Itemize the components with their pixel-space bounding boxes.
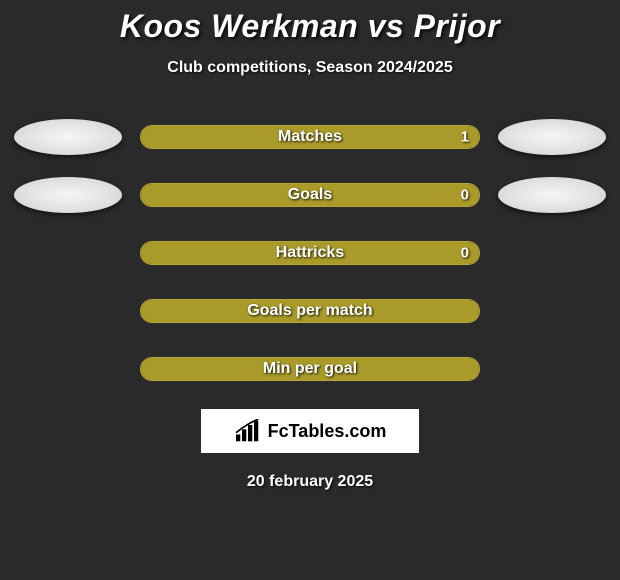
stat-bar-fill bbox=[141, 184, 479, 206]
subtitle: Club competitions, Season 2024/2025 bbox=[0, 59, 620, 77]
avatar-spacer bbox=[498, 293, 606, 329]
brand-logo: FcTables.com bbox=[201, 409, 419, 453]
stat-row: Matches1 bbox=[0, 119, 620, 155]
stat-row: Goals0 bbox=[0, 177, 620, 213]
stat-row: Goals per match bbox=[0, 293, 620, 329]
stats-section: Matches1 Goals0 Hattricks0 Goals per match M… bbox=[0, 119, 620, 387]
stat-bar: Goals per match bbox=[140, 299, 480, 323]
stat-bar: Goals0 bbox=[140, 183, 480, 207]
player-avatar-right bbox=[498, 119, 606, 155]
comparison-infographic: Koos Werkman vs Prijor Club competitions… bbox=[0, 0, 620, 491]
player-avatar-left bbox=[14, 177, 122, 213]
stat-row: Hattricks0 bbox=[0, 235, 620, 271]
avatar-spacer bbox=[498, 351, 606, 387]
stat-bar-fill bbox=[141, 242, 479, 264]
avatar-spacer bbox=[14, 235, 122, 271]
chart-icon bbox=[234, 419, 262, 443]
page-title: Koos Werkman vs Prijor bbox=[0, 8, 620, 45]
stat-bar: Hattricks0 bbox=[140, 241, 480, 265]
stat-row: Min per goal bbox=[0, 351, 620, 387]
avatar-spacer bbox=[498, 235, 606, 271]
avatar-spacer bbox=[14, 351, 122, 387]
stat-bar-fill bbox=[141, 300, 479, 322]
date-text: 20 february 2025 bbox=[0, 473, 620, 491]
avatar-spacer bbox=[14, 293, 122, 329]
brand-name: FcTables.com bbox=[268, 421, 387, 442]
stat-bar: Min per goal bbox=[140, 357, 480, 381]
stat-bar-fill bbox=[141, 126, 479, 148]
stat-bar: Matches1 bbox=[140, 125, 480, 149]
stat-bar-fill bbox=[141, 358, 479, 380]
player-avatar-left bbox=[14, 119, 122, 155]
player-avatar-right bbox=[498, 177, 606, 213]
